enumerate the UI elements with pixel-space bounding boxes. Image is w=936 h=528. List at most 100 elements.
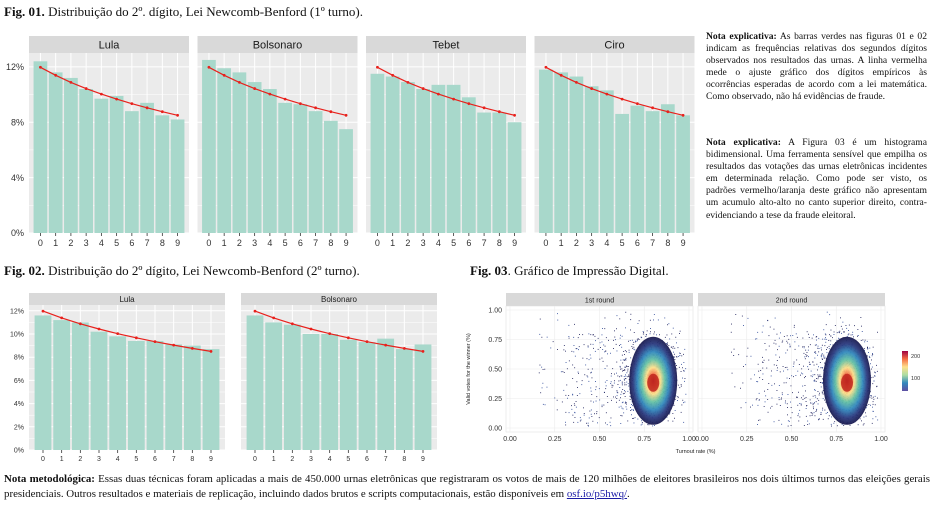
fig3-density-peak bbox=[647, 373, 660, 392]
fig3-point bbox=[817, 369, 818, 371]
fig3-point bbox=[682, 399, 684, 401]
fig1-bar bbox=[584, 86, 599, 233]
fig3-point bbox=[630, 357, 632, 359]
fig3-point bbox=[868, 404, 870, 405]
fig3-point bbox=[575, 401, 577, 402]
fig3-point bbox=[836, 425, 838, 427]
fig3-point bbox=[672, 327, 674, 329]
fig3-point bbox=[668, 323, 670, 325]
fig3-point bbox=[871, 368, 872, 370]
fig3-point bbox=[822, 378, 824, 380]
fig3-point bbox=[635, 340, 637, 342]
fig3-point bbox=[821, 382, 823, 384]
fig1-expected-point bbox=[268, 92, 272, 96]
fig3-point bbox=[776, 370, 778, 371]
fig3-point bbox=[790, 407, 792, 408]
fig2-expected-point bbox=[78, 322, 82, 326]
fig1-expected-point bbox=[590, 87, 594, 90]
fig3-point bbox=[805, 349, 807, 351]
fig2-x-tick-label: 4 bbox=[328, 456, 332, 463]
fig3-point bbox=[574, 367, 576, 369]
fig3-point bbox=[866, 340, 868, 342]
fig3-point bbox=[767, 399, 769, 400]
fig1-x-tick-label: 6 bbox=[466, 238, 471, 248]
fig3-point bbox=[617, 375, 619, 377]
fig3-point bbox=[731, 323, 732, 325]
fig1-strip bbox=[366, 36, 526, 53]
fig3-point bbox=[808, 356, 809, 358]
fig3-point bbox=[876, 370, 878, 372]
fig1-bar bbox=[33, 61, 48, 233]
fig3-point bbox=[763, 359, 765, 361]
fig3-point bbox=[676, 356, 678, 358]
fig3-point bbox=[667, 342, 668, 344]
fig3-point bbox=[646, 334, 647, 336]
fig3-point bbox=[747, 317, 749, 319]
fig3-point bbox=[611, 386, 613, 388]
fig3-point bbox=[625, 378, 627, 379]
replication-link[interactable]: osf.io/p5hwq/ bbox=[566, 488, 628, 501]
fig3-point bbox=[810, 402, 811, 404]
fig3-point bbox=[587, 422, 589, 424]
fig1-x-tick-label: 1 bbox=[53, 238, 58, 248]
fig3-point bbox=[664, 317, 666, 319]
fig2-bar bbox=[339, 339, 357, 450]
fig3-point bbox=[682, 377, 683, 379]
fig3-point bbox=[771, 397, 773, 399]
fig1-x-tick-label: 3 bbox=[84, 238, 89, 248]
fig3-point bbox=[773, 328, 775, 330]
fig2-strip bbox=[29, 293, 225, 305]
fig3-point bbox=[834, 421, 836, 423]
fig3-point bbox=[870, 377, 872, 379]
fig3-point bbox=[841, 332, 842, 334]
fig1-expected-point bbox=[298, 102, 302, 106]
fig1-x-tick-label: 0 bbox=[375, 238, 380, 248]
fig3-point bbox=[868, 352, 869, 353]
fig1-x-tick-label: 6 bbox=[635, 238, 640, 248]
fig3-point bbox=[683, 421, 685, 423]
fig3-point bbox=[847, 334, 849, 336]
fig3-point bbox=[731, 372, 733, 374]
fig3-point bbox=[577, 421, 579, 423]
fig3-point bbox=[602, 328, 603, 329]
fig3-point bbox=[578, 372, 579, 374]
fig3-point bbox=[619, 318, 621, 320]
fig3-point bbox=[832, 337, 833, 339]
fig3-point bbox=[574, 323, 575, 325]
fig3-point bbox=[756, 398, 758, 399]
fig3-point bbox=[768, 359, 770, 361]
fig3-panel-1: 1st round 0.00 0.25 0.50 0.75 1.00 0.00 0.25 0.5… bbox=[488, 293, 696, 443]
fig3-point bbox=[789, 346, 791, 348]
fig3-point bbox=[817, 391, 819, 392]
fig1-expected-point bbox=[406, 80, 410, 84]
fig3-point bbox=[584, 374, 586, 376]
fig3-point bbox=[864, 350, 865, 351]
fig3-point bbox=[844, 331, 845, 333]
fig3-point bbox=[806, 352, 808, 353]
fig3-point bbox=[774, 339, 776, 341]
fig2-chart: Lula 0 1 2 3 4 5 6 7 8 9 0% 2% 4% 6% 8% 10% 12% Bolsonaro 0… bbox=[10, 293, 437, 463]
fig3-point bbox=[871, 422, 873, 424]
fig3-point bbox=[679, 353, 681, 354]
fig3-point bbox=[673, 405, 675, 406]
fig3-point bbox=[803, 347, 805, 349]
fig3-point bbox=[625, 327, 626, 329]
fig3-point bbox=[637, 323, 639, 324]
fig3-point bbox=[842, 321, 844, 323]
fig3-x-tick-label: 1.00 bbox=[874, 436, 888, 443]
fig3-point bbox=[773, 364, 775, 366]
fig3-point bbox=[804, 385, 806, 386]
fig3-point bbox=[541, 366, 543, 368]
fig3-point bbox=[788, 338, 790, 340]
fig3-point bbox=[571, 350, 573, 352]
fig3-point bbox=[777, 367, 778, 369]
fig3-point bbox=[811, 415, 813, 416]
fig3-point bbox=[840, 317, 841, 319]
fig3-point bbox=[652, 425, 654, 427]
fig3-point bbox=[798, 345, 800, 347]
fig3-point bbox=[572, 394, 574, 396]
fig3-point bbox=[597, 348, 599, 350]
fig3-point bbox=[829, 314, 831, 316]
fig3-point bbox=[801, 368, 803, 370]
fig3-point bbox=[784, 367, 786, 368]
